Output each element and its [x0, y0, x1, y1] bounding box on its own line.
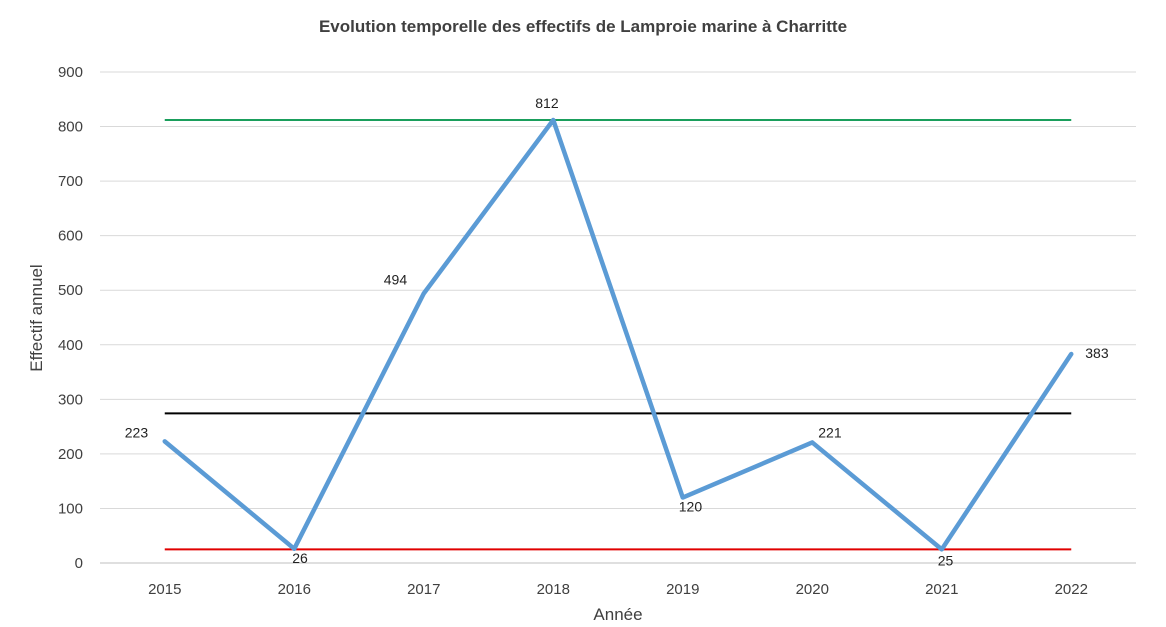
x-axis-label: Année: [593, 605, 642, 624]
y-tick-label: 900: [58, 64, 83, 81]
y-tick-label: 200: [58, 446, 83, 463]
data-label: 221: [818, 424, 842, 440]
y-tick-label: 100: [58, 500, 83, 517]
x-tick-label: 2017: [407, 581, 440, 598]
y-axis-label: Effectif annuel: [27, 264, 46, 371]
data-label: 383: [1085, 345, 1109, 361]
y-tick-label: 500: [58, 282, 83, 299]
data-labels: 223 26 494 812 120 221 25 383: [125, 95, 1109, 568]
y-axis-ticks: 0 100 200 300 400 500 600 700 800 900: [58, 64, 83, 572]
x-tick-label: 2022: [1055, 581, 1088, 598]
series-line: [162, 117, 1074, 552]
y-tick-label: 700: [58, 173, 83, 190]
x-tick-label: 2021: [925, 581, 958, 598]
data-label: 26: [292, 550, 308, 566]
y-tick-label: 0: [75, 555, 83, 572]
x-tick-label: 2020: [796, 581, 829, 598]
data-label: 494: [384, 271, 408, 287]
gridlines: [100, 71, 1136, 564]
data-label: 223: [125, 424, 149, 440]
x-tick-label: 2018: [537, 581, 570, 598]
x-tick-label: 2015: [148, 581, 181, 598]
y-tick-label: 400: [58, 337, 83, 354]
series-lines: [162, 117, 1074, 552]
x-tick-label: 2016: [278, 581, 311, 598]
chart-title: Evolution temporelle des effectifs de La…: [319, 17, 847, 36]
reference-lines: [164, 119, 1072, 551]
data-label: 120: [679, 499, 703, 515]
y-tick-label: 600: [58, 228, 83, 245]
y-tick-label: 800: [58, 119, 83, 136]
data-label: 812: [535, 95, 559, 111]
x-axis-ticks: 2015 2016 2017 2018 2019 2020 2021 2022: [148, 581, 1088, 598]
y-tick-label: 300: [58, 391, 83, 408]
data-label: 25: [938, 552, 954, 568]
x-tick-label: 2019: [666, 581, 699, 598]
